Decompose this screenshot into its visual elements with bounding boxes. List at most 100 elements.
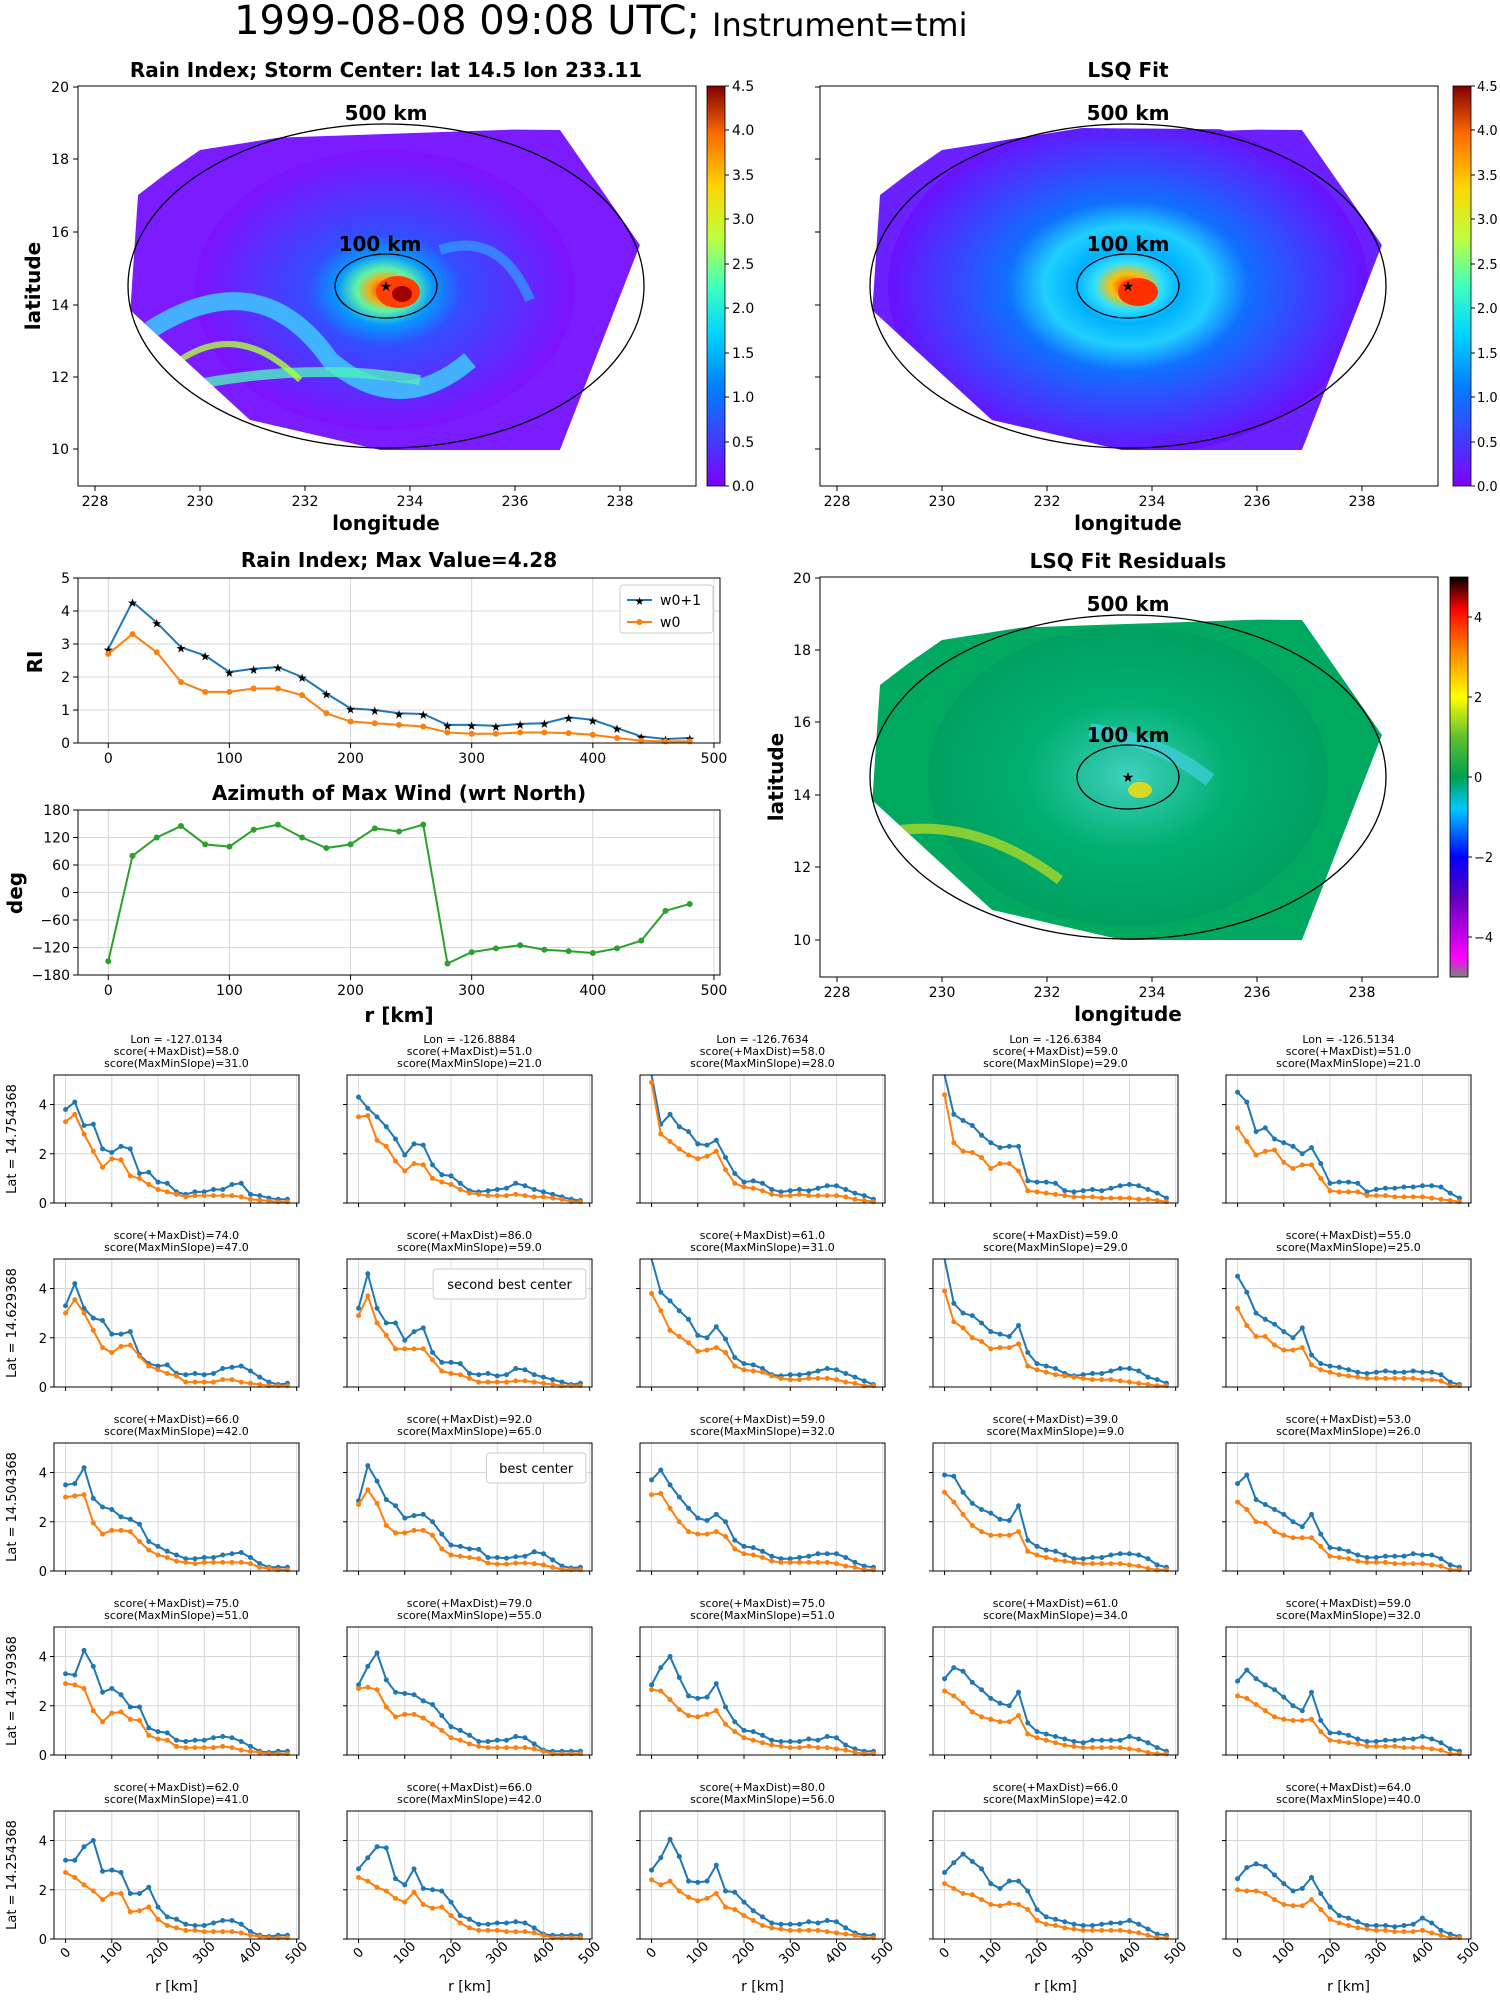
data-point bbox=[137, 1353, 143, 1359]
data-point bbox=[676, 1888, 682, 1894]
data-point bbox=[383, 1320, 389, 1326]
data-point bbox=[531, 1549, 537, 1555]
x-tick-label: 0 bbox=[1230, 1945, 1246, 1961]
data-point bbox=[769, 1373, 775, 1379]
data-point bbox=[649, 1687, 655, 1693]
data-point bbox=[1145, 1932, 1151, 1938]
data-point bbox=[649, 1079, 655, 1085]
data-point bbox=[852, 1750, 858, 1756]
data-point bbox=[1136, 1921, 1142, 1927]
data-point bbox=[1382, 1553, 1388, 1559]
data-point bbox=[1043, 1921, 1049, 1927]
score-maxdist: score(+MaxDist)=75.0 bbox=[114, 1597, 239, 1610]
data-point bbox=[81, 1305, 87, 1311]
data-point bbox=[485, 1193, 491, 1199]
data-point bbox=[1053, 1180, 1058, 1186]
data-point bbox=[513, 1560, 519, 1566]
data-point bbox=[430, 1532, 436, 1538]
data-point bbox=[815, 1551, 821, 1557]
score-maxdist: score(+MaxDist)=64.0 bbox=[1286, 1781, 1411, 1794]
x-tick-label: 100 bbox=[1270, 1939, 1298, 1967]
data-point bbox=[247, 1191, 253, 1197]
data-point bbox=[1410, 1745, 1416, 1751]
data-point bbox=[988, 1140, 994, 1146]
data-point bbox=[568, 1199, 574, 1205]
data-point bbox=[577, 1199, 583, 1205]
data-point bbox=[1089, 1737, 1095, 1743]
data-point bbox=[1006, 1719, 1012, 1725]
data-point bbox=[1080, 1375, 1086, 1381]
data-point bbox=[796, 1745, 802, 1751]
data-point bbox=[146, 1169, 152, 1175]
tick-label: 234 bbox=[1139, 985, 1166, 1001]
data-point bbox=[1006, 1143, 1012, 1149]
data-point bbox=[559, 1935, 565, 1941]
data-point bbox=[960, 1511, 966, 1517]
data-point bbox=[713, 1511, 719, 1517]
data-point bbox=[1364, 1743, 1370, 1749]
data-point bbox=[1244, 1289, 1250, 1295]
data-point bbox=[806, 1743, 812, 1749]
data-point bbox=[732, 1546, 738, 1552]
data-point bbox=[503, 1929, 509, 1935]
data-point bbox=[118, 1143, 124, 1149]
data-point bbox=[63, 1303, 69, 1309]
data-point bbox=[1290, 1519, 1296, 1525]
colorbar-tick: −4 bbox=[1474, 931, 1493, 946]
data-point bbox=[1299, 1886, 1305, 1892]
data-point bbox=[704, 1531, 710, 1537]
lon-header: Lon = -126.8884 bbox=[423, 1033, 515, 1046]
data-point bbox=[275, 1199, 281, 1205]
data-point bbox=[1262, 1708, 1268, 1714]
data-point bbox=[174, 1558, 179, 1564]
data-point bbox=[1281, 1140, 1287, 1146]
data-point bbox=[870, 1567, 876, 1573]
x-tick-label: 0 bbox=[644, 1945, 660, 1961]
data-point bbox=[118, 1890, 124, 1896]
data-point bbox=[81, 1647, 87, 1653]
data-point bbox=[667, 1482, 673, 1488]
y-tick-label: 60 bbox=[52, 858, 70, 874]
y-tick-label: 5 bbox=[61, 571, 70, 587]
data-point bbox=[183, 1379, 189, 1385]
data-point bbox=[365, 1487, 371, 1493]
data-point bbox=[815, 1920, 821, 1926]
x-tick-label: 500 bbox=[1162, 1939, 1190, 1967]
data-point bbox=[430, 1162, 436, 1168]
data-point bbox=[257, 1374, 263, 1380]
data-point bbox=[997, 1145, 1003, 1151]
storm-center-marker: ★ bbox=[380, 279, 393, 295]
plot-frame bbox=[1225, 1258, 1472, 1388]
data-point bbox=[723, 1704, 729, 1710]
data-point bbox=[1456, 1935, 1462, 1941]
data-point bbox=[676, 1146, 682, 1152]
data-point bbox=[1364, 1926, 1370, 1932]
data-point bbox=[109, 1890, 115, 1896]
data-point bbox=[852, 1559, 858, 1565]
data-point bbox=[430, 1357, 436, 1363]
data-point bbox=[467, 1546, 472, 1552]
profile-plot-r0-c0: score(MaxMinSlope)=31.0score(+MaxDist)=5… bbox=[5, 1033, 300, 1212]
data-point bbox=[323, 845, 330, 852]
data-point bbox=[1071, 1194, 1077, 1200]
data-point bbox=[411, 1329, 417, 1335]
data-point bbox=[146, 1363, 152, 1369]
data-point bbox=[1419, 1194, 1425, 1200]
data-point bbox=[540, 1748, 546, 1754]
data-point bbox=[1006, 1345, 1012, 1351]
data-point bbox=[72, 1481, 78, 1487]
data-point bbox=[323, 710, 330, 717]
data-point bbox=[960, 1890, 966, 1896]
x-tick-label: 0 bbox=[58, 1945, 74, 1961]
tick-label: 12 bbox=[793, 860, 811, 876]
data-point bbox=[100, 1689, 106, 1695]
data-point bbox=[1006, 1703, 1012, 1709]
data-point bbox=[476, 1546, 482, 1552]
data-point bbox=[1163, 1383, 1169, 1389]
data-point bbox=[127, 1890, 133, 1896]
data-point bbox=[164, 1737, 170, 1743]
data-point bbox=[1099, 1188, 1105, 1194]
data-point bbox=[1071, 1921, 1077, 1927]
data-point bbox=[942, 1092, 948, 1098]
data-point bbox=[658, 1289, 664, 1295]
